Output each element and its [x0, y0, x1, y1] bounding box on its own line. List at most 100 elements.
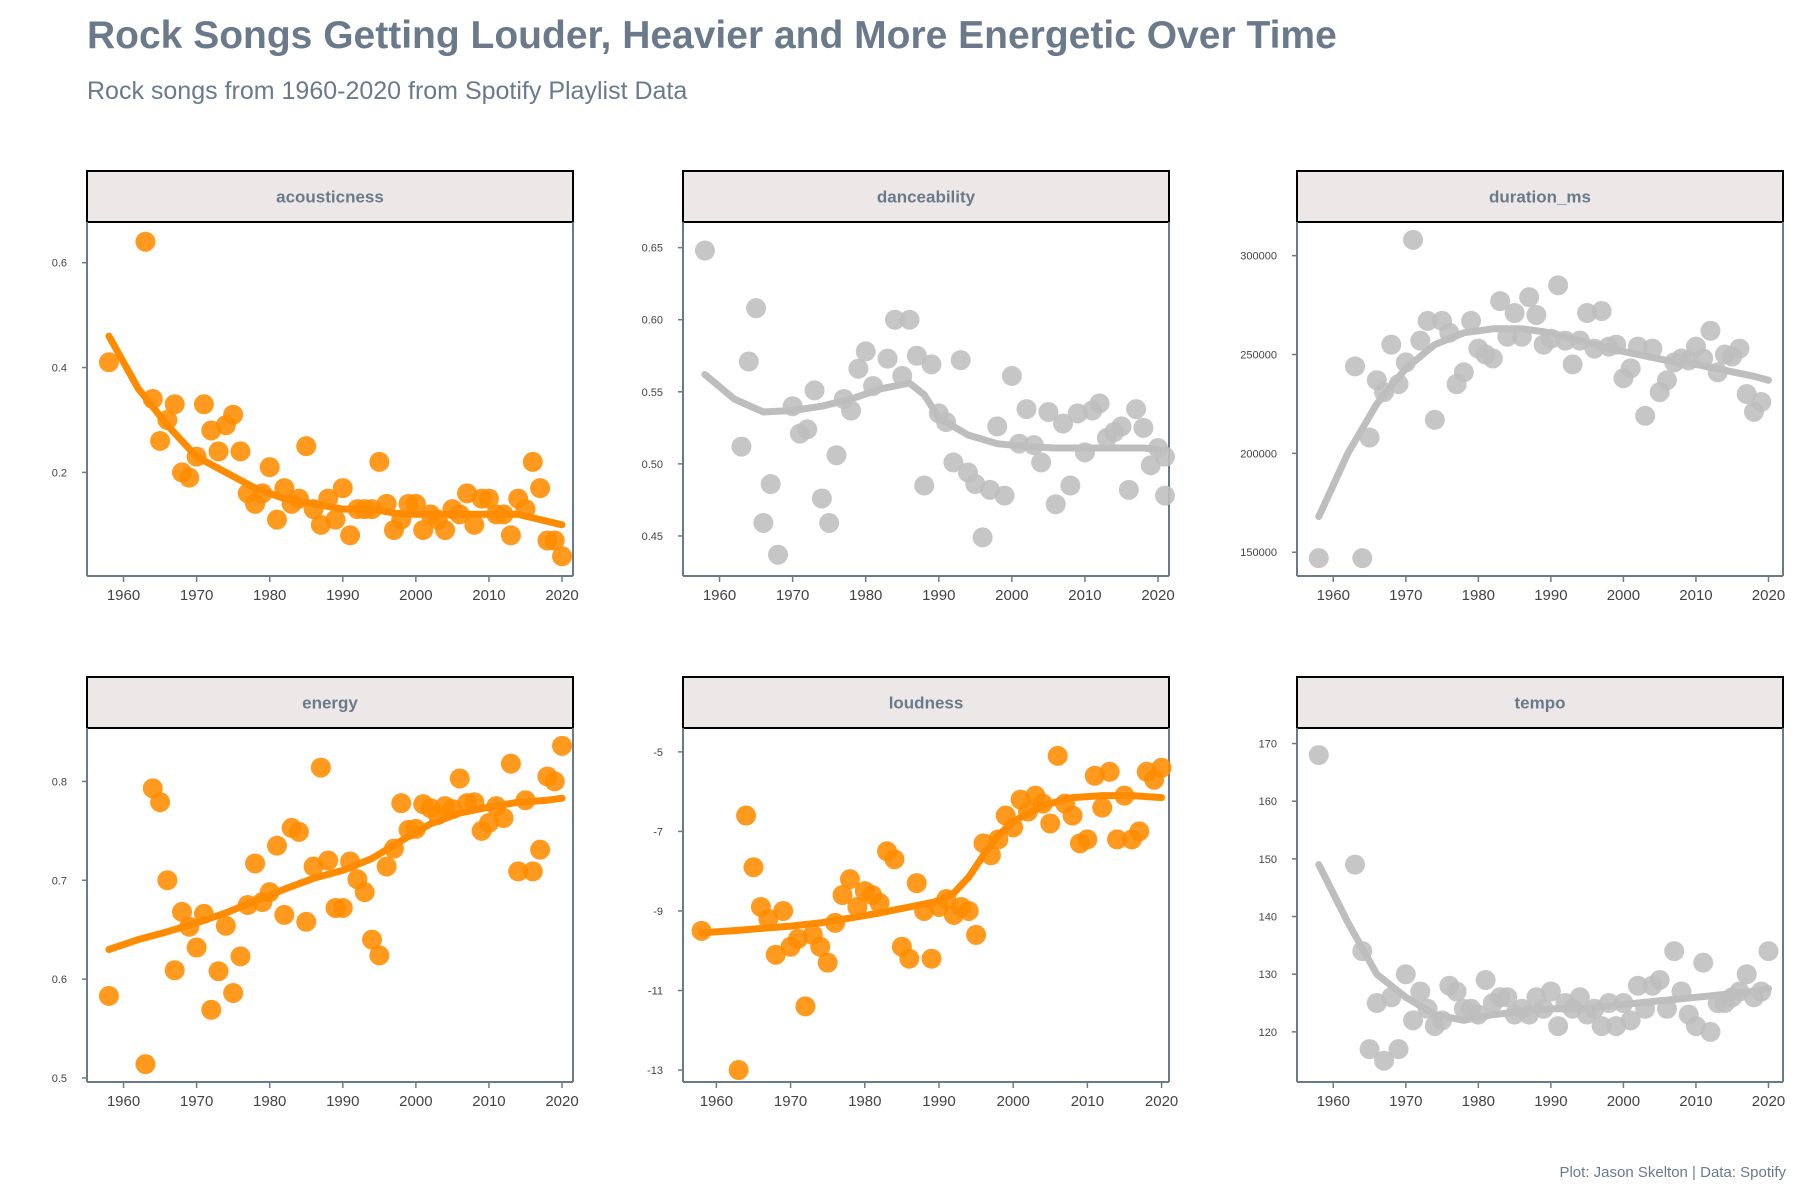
- data-point: [98, 352, 119, 373]
- x-tick-label: 2020: [1752, 587, 1785, 604]
- x-tick-label: 1990: [922, 1093, 955, 1110]
- data-point: [1155, 485, 1175, 506]
- data-point: [1060, 475, 1081, 496]
- y-tick-label: 0.50: [642, 459, 663, 471]
- data-point: [1758, 941, 1779, 962]
- x-tick-label: 2000: [1607, 1093, 1640, 1110]
- data-point: [1736, 964, 1757, 985]
- x-tick-label: 2010: [1071, 1093, 1104, 1110]
- data-point: [972, 527, 993, 548]
- data-point: [164, 960, 185, 981]
- x-tick-label: 2010: [1068, 587, 1101, 604]
- data-point: [157, 870, 178, 891]
- data-point: [259, 457, 280, 478]
- data-point: [1729, 338, 1750, 359]
- panel-acousticness: acousticness 1960 1970 1980 1990 2000 2010 2020…: [52, 170, 579, 604]
- panel-danceability: danceability 1960 1970 1980 1990 2000 2010 2020…: [642, 170, 1175, 604]
- data-point: [1038, 401, 1059, 422]
- data-point: [1649, 969, 1670, 990]
- data-point: [1092, 797, 1113, 818]
- x-tick-label: 1990: [1534, 587, 1567, 604]
- y-tick-label: 0.4: [52, 363, 67, 375]
- trend-line: [698, 792, 1166, 937]
- data-point: [1562, 354, 1583, 375]
- data-point: [832, 885, 853, 906]
- data-point: [758, 908, 779, 929]
- data-point: [391, 793, 412, 814]
- data-point: [230, 946, 251, 967]
- x-tick-label: 1990: [1534, 1093, 1567, 1110]
- y-tick-label: 0.65: [642, 243, 663, 255]
- data-point: [376, 856, 397, 877]
- data-point: [274, 904, 295, 925]
- x-tick-label: 1990: [326, 587, 359, 604]
- x-tick-label: 1960: [700, 1093, 733, 1110]
- data-point: [1591, 301, 1612, 322]
- data-point: [1417, 310, 1438, 331]
- data-point: [1569, 987, 1590, 1008]
- x-tick-label: 1960: [1317, 587, 1350, 604]
- data-point: [296, 436, 317, 457]
- data-point: [841, 400, 862, 421]
- data-point: [1099, 761, 1120, 782]
- data-point: [811, 488, 832, 509]
- data-point: [223, 982, 244, 1003]
- data-point: [760, 474, 781, 495]
- data-point: [1627, 975, 1648, 996]
- data-point: [817, 952, 838, 973]
- data-point: [1526, 304, 1547, 325]
- data-point: [877, 348, 898, 369]
- x-tick-label: 1990: [326, 1093, 359, 1110]
- x-tick-label: 1960: [107, 1093, 140, 1110]
- facet-strip: [1296, 170, 1784, 223]
- data-point: [899, 948, 920, 969]
- data-point: [332, 478, 353, 499]
- data-point: [869, 893, 890, 914]
- y-tick-label: -11: [648, 986, 663, 998]
- data-point: [522, 861, 543, 882]
- y-tick-label: 170: [1259, 739, 1277, 751]
- facet-strip: [86, 170, 574, 223]
- data-point: [1664, 941, 1685, 962]
- data-point: [1490, 291, 1511, 312]
- data-point: [914, 475, 935, 496]
- data-point: [1497, 987, 1518, 1008]
- panel-loudness: loudness 1960 1970 1980 1990 2000 2010 2020 -13 -…: [647, 676, 1178, 1110]
- data-point: [544, 771, 565, 792]
- data-point: [332, 897, 353, 918]
- data-point: [1395, 964, 1416, 985]
- data-point: [522, 451, 543, 472]
- data-point: [1461, 310, 1482, 331]
- data-point: [884, 309, 905, 330]
- data-point: [906, 345, 927, 366]
- data-point: [1475, 969, 1496, 990]
- data-point: [508, 861, 529, 882]
- data-point: [694, 240, 715, 261]
- facet-strip-label: tempo: [1515, 694, 1566, 713]
- facet-strip: [86, 676, 574, 729]
- facet-strip-label: loudness: [889, 694, 964, 713]
- x-tick-label: 2020: [1141, 587, 1174, 604]
- data-point: [530, 839, 551, 860]
- x-tick-label: 2020: [1752, 1093, 1785, 1110]
- data-point: [362, 929, 383, 950]
- data-point: [1077, 829, 1098, 850]
- data-point: [369, 451, 390, 472]
- x-tick-label: 1980: [1462, 587, 1495, 604]
- y-tick-label: -9: [653, 906, 663, 918]
- x-tick-label: 1980: [848, 1093, 881, 1110]
- data-point: [736, 805, 757, 826]
- data-point: [478, 488, 499, 509]
- data-point: [172, 901, 193, 922]
- data-point: [1424, 409, 1445, 430]
- panel-background: [1297, 222, 1783, 576]
- data-point: [98, 985, 119, 1006]
- data-point: [1062, 805, 1083, 826]
- data-point: [230, 441, 251, 462]
- data-point: [340, 525, 361, 546]
- data-point: [1482, 348, 1503, 369]
- data-point: [164, 394, 185, 415]
- x-tick-label: 2000: [995, 587, 1028, 604]
- facet-strip-label: danceability: [877, 188, 976, 207]
- y-tick-label: 0.5: [52, 1073, 67, 1085]
